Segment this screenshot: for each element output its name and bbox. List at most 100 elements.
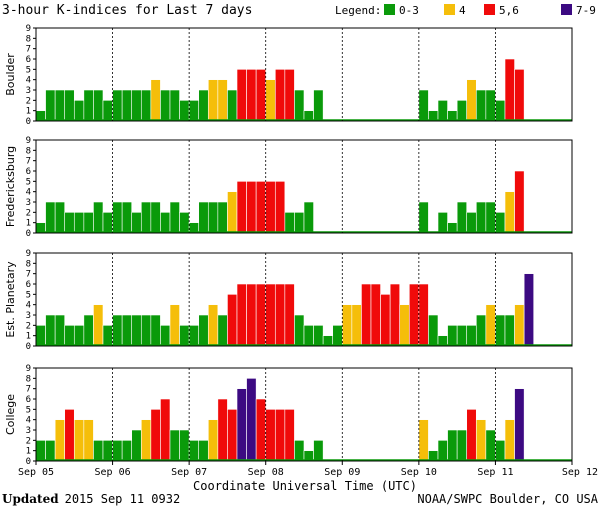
k-index-bar	[160, 89, 171, 122]
legend-label: 7-9	[576, 4, 596, 17]
k-index-bar	[332, 325, 343, 347]
y-tick-label: 6	[26, 167, 31, 177]
k-index-bar	[447, 325, 458, 347]
k-index-bar	[112, 89, 123, 122]
k-index-bar	[504, 419, 515, 462]
y-tick-label: 3	[26, 311, 31, 321]
y-tick-label: 7	[26, 45, 31, 55]
k-index-bar	[73, 419, 85, 462]
y-tick-label: 2	[26, 321, 31, 331]
credit: NOAA/SWPC Boulder, CO USA	[417, 492, 598, 506]
k-index-bar	[207, 79, 219, 122]
k-index-bar	[112, 201, 123, 234]
k-index-bar	[217, 79, 228, 122]
panel-label: College	[4, 394, 17, 435]
k-index-bar	[54, 201, 66, 234]
legend-label: 4	[459, 4, 466, 17]
k-index-bar	[485, 89, 496, 122]
k-index-bar	[246, 283, 257, 347]
k-index-bar	[150, 409, 161, 462]
k-index-bar	[217, 314, 228, 347]
k-index-bar	[255, 283, 267, 347]
k-index-bar	[121, 440, 133, 462]
k-index-bar	[198, 314, 209, 347]
x-tick-label: Sep 06	[95, 467, 131, 478]
k-index-bar	[466, 409, 477, 462]
k-index-bar	[294, 440, 305, 462]
k-index-bar	[217, 201, 228, 234]
k-index-bar	[83, 89, 94, 122]
k-index-bar	[131, 212, 142, 234]
k-index-bar	[351, 304, 362, 347]
y-tick-label: 1	[26, 107, 31, 117]
k-index-bar	[179, 212, 190, 234]
y-tick-label: 9	[26, 136, 31, 146]
k-index-bar	[150, 79, 161, 122]
k-index-bar	[188, 440, 200, 462]
k-index-bar	[54, 89, 66, 122]
k-index-bar	[102, 440, 113, 462]
k-index-bar	[475, 419, 487, 462]
y-tick-label: 3	[26, 198, 31, 208]
y-tick-label: 5	[26, 290, 31, 300]
k-index-bar	[236, 388, 247, 462]
k-index-bar	[485, 429, 496, 462]
k-index-bar	[504, 191, 515, 234]
k-index-bar	[437, 440, 448, 462]
k-index-bar	[45, 440, 56, 462]
y-tick-label: 2	[26, 96, 31, 106]
k-index-bar	[523, 273, 535, 347]
k-index-bar	[456, 325, 468, 347]
k-index-bar	[255, 398, 267, 462]
k-index-bar	[188, 325, 200, 347]
k-index-bar	[274, 69, 286, 122]
k-index-bar	[169, 429, 180, 462]
panel-label: Fredericksburg	[4, 146, 17, 227]
k-index-bar	[140, 89, 152, 122]
k-index-bar	[73, 212, 85, 234]
k-index-bar	[179, 100, 190, 122]
k-index-bar	[83, 419, 94, 462]
k-index-bar	[64, 212, 75, 234]
k-index-bar	[408, 283, 420, 347]
x-tick-label: Sep 05	[18, 467, 54, 478]
k-index-bar	[45, 314, 56, 347]
k-index-bar	[236, 69, 247, 122]
y-tick-label: 3	[26, 426, 31, 436]
k-index-bar	[102, 325, 113, 347]
x-axis-label: Coordinate Universal Time (UTC)	[193, 479, 417, 493]
k-index-bar	[303, 201, 314, 234]
k-index-bar	[227, 409, 238, 462]
panels: 0123456789Boulder0123456789Fredericksbur…	[4, 24, 573, 467]
legend-title: Legend:	[335, 4, 381, 17]
k-index-bar	[485, 304, 496, 347]
legend-swatch	[484, 4, 495, 15]
k-index-bar	[246, 378, 257, 462]
y-tick-label: 8	[26, 34, 31, 44]
k-index-bar	[341, 304, 353, 347]
k-index-bar	[485, 201, 496, 234]
k-index-bar	[399, 304, 410, 347]
k-index-bar	[198, 201, 209, 234]
y-tick-label: 7	[26, 157, 31, 167]
k-index-bar	[274, 409, 286, 462]
footer: Updated 2015 Sep 11 0932 NOAA/SWPC Boulde…	[2, 492, 599, 506]
y-tick-label: 5	[26, 177, 31, 187]
k-index-bar	[169, 304, 180, 347]
x-axis-ticks: Sep 05 Sep 06 Sep 07 Sep 08 Sep 09 Sep 10 Sep …	[18, 461, 598, 478]
y-tick-label: 0	[26, 342, 31, 352]
y-tick-label: 6	[26, 280, 31, 290]
k-index-bar	[227, 294, 238, 347]
k-index-bar	[284, 409, 295, 462]
legend: Legend: 0-3 4 5,6 7-9	[335, 4, 596, 17]
k-index-bar	[466, 325, 477, 347]
k-index-bar	[370, 283, 381, 347]
y-tick-label: 9	[26, 249, 31, 259]
k-index-bar	[73, 100, 85, 122]
k-index-bar	[284, 283, 295, 347]
k-index-bar	[418, 419, 429, 462]
k-index-bar	[265, 409, 276, 462]
y-tick-label: 0	[26, 229, 31, 239]
k-index-bar	[83, 212, 94, 234]
